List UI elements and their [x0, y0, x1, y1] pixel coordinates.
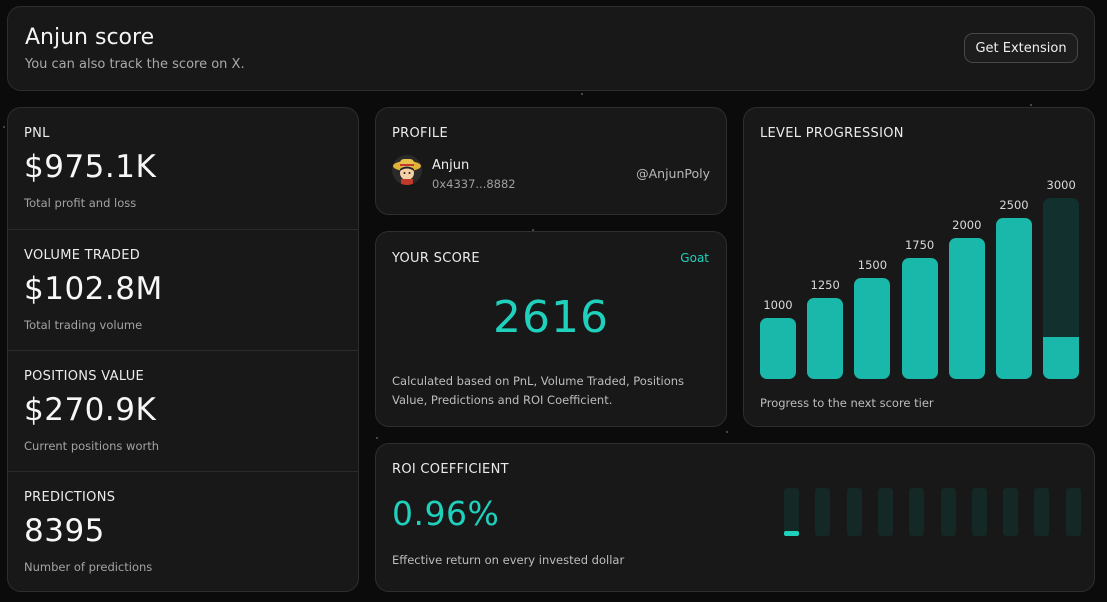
score-description: Calculated based on PnL, Volume Traded, … — [392, 374, 685, 407]
profile-handle[interactable]: @AnjunPoly — [636, 166, 710, 181]
page-subtitle: You can also track the score on X. — [25, 57, 245, 72]
stats-card: PNL $975.1K Total profit and loss VOLUME… — [7, 107, 359, 592]
roi-label: ROI COEFFICIENT — [392, 462, 509, 477]
get-extension-button[interactable]: Get Extension — [964, 33, 1078, 63]
level-tier-bar — [760, 318, 796, 379]
level-label: LEVEL PROGRESSION — [760, 126, 904, 141]
stat-value: $102.8M — [24, 271, 163, 307]
profile-card: PROFILE Anjun 0x4337...8882 @AnjunPoly — [375, 107, 727, 215]
score-label: YOUR SCORE — [392, 251, 480, 266]
stat-label: PREDICTIONS — [24, 490, 116, 505]
roi-meter-segment — [1065, 488, 1081, 536]
profile-label: PROFILE — [392, 126, 448, 141]
level-tier-progress-fill — [1043, 337, 1080, 379]
stat-label: POSITIONS VALUE — [24, 369, 145, 384]
profile-address[interactable]: 0x4337...8882 — [432, 177, 516, 191]
stat-pnl: PNL $975.1K Total profit and loss — [8, 108, 358, 229]
level-tier-bar — [948, 238, 985, 379]
profile-name: Anjun — [432, 158, 470, 173]
level-tier-label: 1250 — [810, 278, 840, 292]
roi-meter-segment — [784, 488, 799, 536]
roi-meter-segment — [909, 488, 925, 536]
page-title: Anjun score — [25, 25, 155, 50]
stat-positions-value: POSITIONS VALUE $270.9K Current position… — [8, 350, 358, 471]
roi-meter-segment — [940, 488, 956, 536]
level-progression-card: LEVEL PROGRESSION 1000 1250 1500 1750 2000 25… — [743, 107, 1095, 427]
avatar[interactable] — [392, 155, 422, 185]
roi-meter-segment — [971, 488, 987, 536]
stat-label: PNL — [24, 126, 50, 141]
level-tier-label: 1000 — [763, 298, 793, 312]
score-card: YOUR SCORE Goat 2616 Calculated based on… — [375, 231, 727, 427]
roi-meter-segment — [877, 488, 893, 536]
roi-card: ROI COEFFICIENT 0.96% Effective return o… — [375, 443, 1095, 592]
level-caption: Progress to the next score tier — [760, 396, 934, 410]
level-tier-bar — [996, 218, 1032, 379]
roi-meter-segment — [1034, 488, 1050, 536]
level-tier-label: 1500 — [857, 258, 888, 272]
stat-volume-traded: VOLUME TRADED $102.8M Total trading volu… — [8, 229, 358, 350]
level-tier-bar — [854, 278, 891, 379]
roi-description: Effective return on every invested dolla… — [392, 553, 625, 567]
header-card: Anjun score You can also track the score… — [7, 6, 1095, 91]
level-tier-label: 3000 — [1046, 178, 1076, 192]
roi-meter-segment — [815, 488, 831, 536]
level-tier-label: 2000 — [952, 218, 982, 232]
roi-value: 0.96% — [392, 494, 500, 533]
stat-value: 8395 — [24, 513, 105, 549]
stat-desc: Current positions worth — [24, 439, 160, 453]
stat-desc: Number of predictions — [24, 560, 153, 574]
score-value: 2616 — [493, 292, 609, 343]
level-tier-label: 1750 — [904, 238, 935, 252]
level-tier-label: 2500 — [999, 198, 1029, 212]
level-tier-bar — [1043, 198, 1080, 379]
score-tier-badge: Goat — [680, 251, 709, 265]
level-bars: 1000 1250 1500 1750 2000 2500 3000 — [744, 108, 1096, 428]
level-tier-bar — [901, 258, 938, 379]
stat-label: VOLUME TRADED — [24, 248, 141, 263]
roi-meter-segment — [1003, 488, 1019, 536]
roi-meter-fill — [784, 531, 799, 536]
stat-desc: Total trading volume — [24, 318, 143, 332]
roi-meter-segment — [846, 488, 862, 536]
stat-desc: Total profit and loss — [24, 196, 137, 210]
level-tier-bar — [807, 298, 844, 379]
stat-predictions: PREDICTIONS 8395 Number of predictions — [8, 471, 358, 592]
roi-meter — [376, 444, 1096, 593]
stat-value: $270.9K — [24, 392, 157, 428]
stat-value: $975.1K — [24, 149, 157, 185]
